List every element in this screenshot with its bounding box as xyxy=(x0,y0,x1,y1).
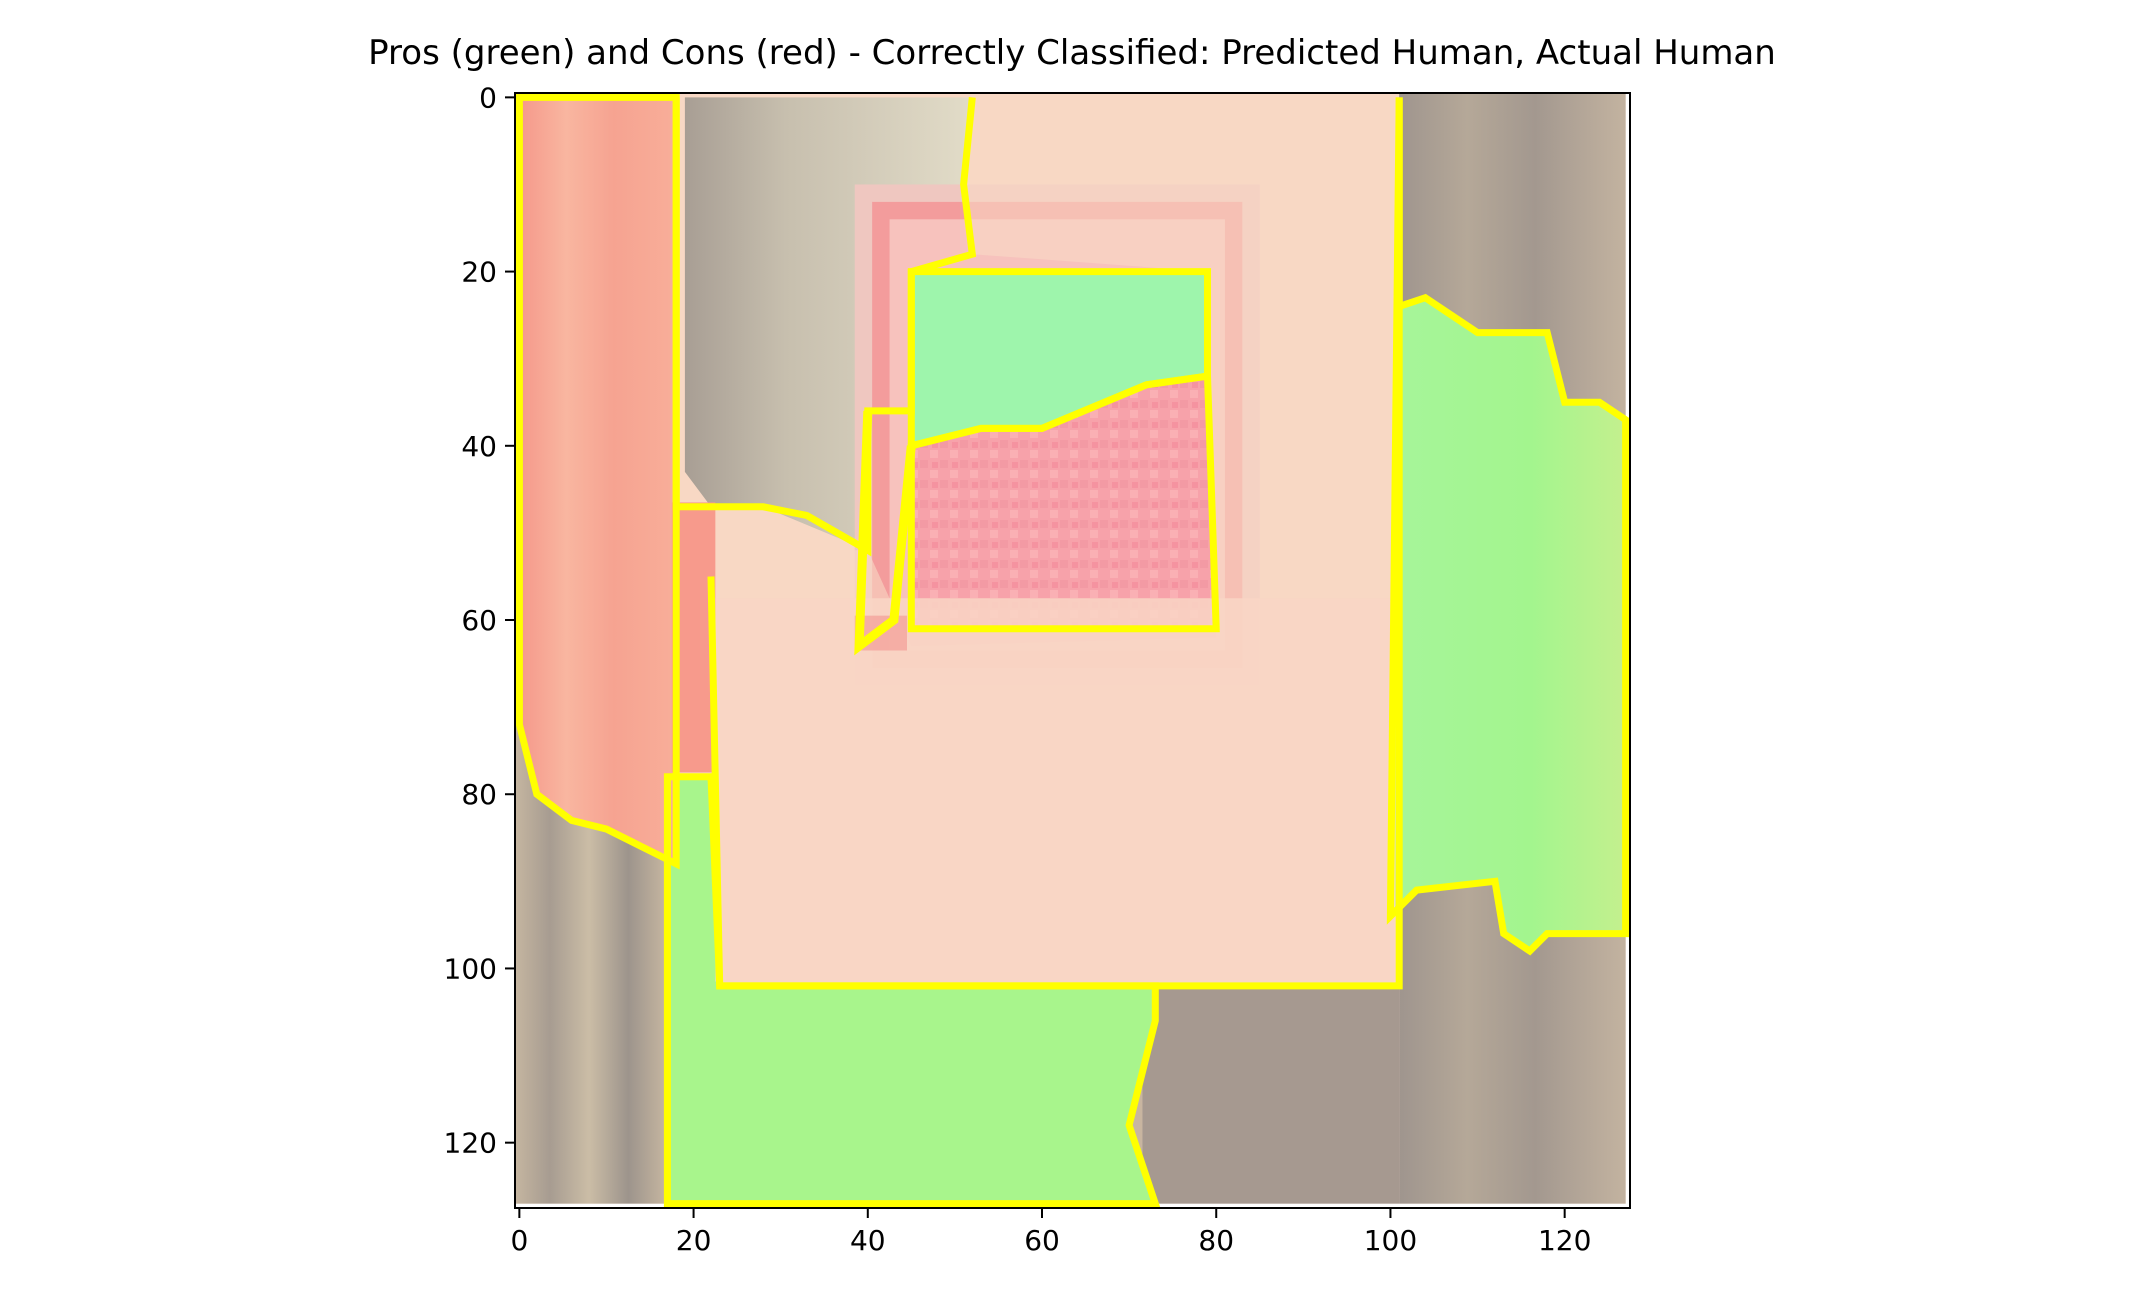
boundary-picture-left xyxy=(854,410,916,656)
x-tick-label: 20 xyxy=(676,1224,712,1257)
x-axis: 0 20 40 60 80 100 120 xyxy=(510,1208,1591,1257)
boundary-picture-lower xyxy=(907,372,1220,633)
y-tick-label: 100 xyxy=(444,952,497,985)
boundary-right-upper-door xyxy=(1386,97,1630,956)
x-tick-label: 40 xyxy=(850,1224,886,1257)
x-tick-label: 60 xyxy=(1024,1224,1060,1257)
chart-title: Pros (green) and Cons (red) - Correctly … xyxy=(368,33,1776,73)
axes-frame xyxy=(514,92,1631,1209)
wall-lower xyxy=(715,598,1395,982)
x-tick-label: 0 xyxy=(510,1224,528,1257)
region-picture-upper xyxy=(911,271,1208,446)
y-tick-label: 120 xyxy=(444,1127,497,1160)
y-tick-label: 40 xyxy=(461,430,497,463)
region-left-door-strip xyxy=(519,97,677,864)
y-tick-label: 0 xyxy=(479,81,497,114)
base-floor-dark xyxy=(1142,985,1400,1204)
x-tick-label: 80 xyxy=(1198,1224,1234,1257)
x-tick-label: 120 xyxy=(1538,1224,1591,1257)
boundary-wall-bottom xyxy=(707,97,1403,990)
heatmap-image xyxy=(515,93,1630,1208)
region-bottom-floor xyxy=(667,776,1156,1204)
y-axis: 0 20 40 60 80 100 120 xyxy=(444,81,515,1160)
region-picture-lower xyxy=(911,376,1217,629)
y-tick-label: 60 xyxy=(461,604,497,637)
y-tick-label: 80 xyxy=(461,778,497,811)
y-tick-label: 20 xyxy=(461,256,497,289)
x-tick-label: 100 xyxy=(1364,1224,1417,1257)
region-right-upper-door xyxy=(1390,97,1626,951)
